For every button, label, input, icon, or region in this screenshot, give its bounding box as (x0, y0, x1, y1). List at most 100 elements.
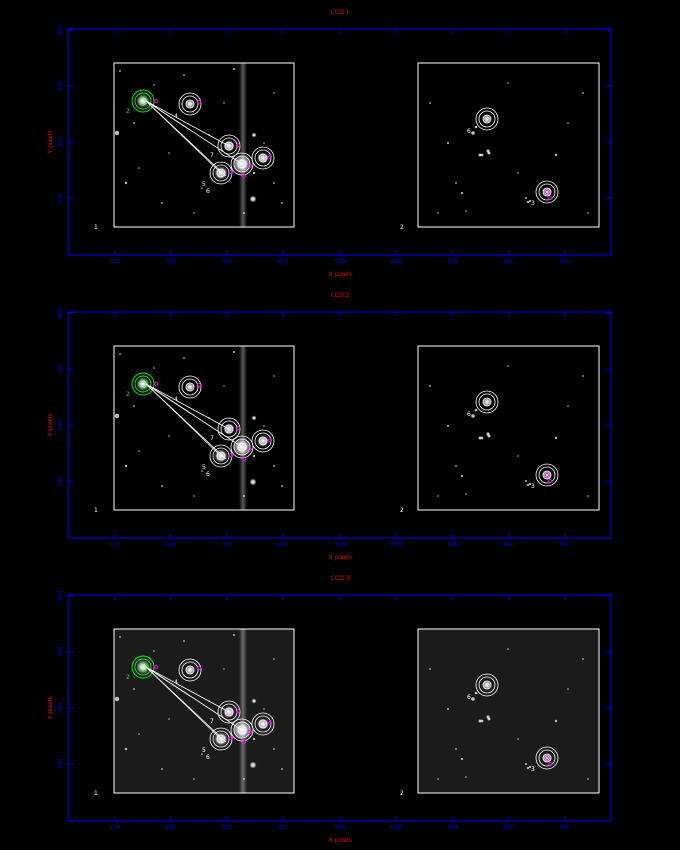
x-tick-label: 500 (335, 825, 346, 831)
window-image (418, 629, 599, 793)
comparison-aperture[interactable] (542, 753, 552, 763)
comparison-aperture[interactable] (258, 719, 268, 729)
target-aperture[interactable] (134, 375, 152, 393)
comparison-aperture[interactable] (475, 673, 499, 697)
marker-icon (153, 664, 159, 670)
comparison-aperture[interactable] (217, 417, 241, 441)
faint-star (447, 708, 449, 710)
comparison-aperture[interactable] (181, 661, 199, 679)
marker-icon (544, 472, 550, 478)
comparison-aperture[interactable] (475, 107, 499, 131)
faint-star (138, 450, 140, 452)
faint-star (429, 385, 431, 387)
comparison-aperture[interactable] (542, 187, 552, 197)
comparison-aperture[interactable] (212, 164, 230, 182)
target-aperture[interactable] (138, 96, 148, 106)
comparison-aperture[interactable] (185, 99, 195, 109)
comparison-aperture[interactable] (258, 153, 268, 163)
faint-star (252, 454, 256, 458)
faint-star (114, 413, 120, 419)
star-label: 6 (206, 471, 210, 478)
window-1: 2 4 7 56 1 (94, 62, 295, 231)
comparison-aperture[interactable] (538, 749, 556, 767)
comparison-aperture[interactable] (185, 382, 195, 392)
star-label: 4 (174, 396, 178, 403)
comparison-aperture[interactable] (181, 378, 199, 396)
faint-star (124, 747, 128, 751)
comparison-aperture[interactable] (535, 746, 559, 770)
star-label: 5 (202, 747, 206, 754)
y-tick-label: 100 (58, 758, 64, 769)
comparison-aperture[interactable] (181, 95, 199, 113)
window-frame (113, 62, 295, 228)
comparison-aperture[interactable] (251, 146, 275, 170)
target-aperture[interactable] (134, 92, 152, 110)
column-streak (239, 629, 247, 793)
star (185, 665, 195, 675)
faint-star (161, 202, 163, 204)
faint-star (243, 778, 245, 780)
faint-star (554, 436, 558, 440)
comparison-aperture[interactable] (482, 680, 492, 690)
target-aperture[interactable] (134, 658, 152, 676)
aperture-link (145, 666, 227, 743)
comparison-aperture[interactable] (542, 470, 552, 480)
target-aperture[interactable] (138, 379, 148, 389)
comparison-aperture[interactable] (237, 159, 247, 169)
panel-title: CCD 3 (331, 575, 350, 582)
comparison-aperture[interactable] (535, 180, 559, 204)
faint-star (528, 199, 532, 203)
comparison-aperture[interactable] (237, 725, 247, 735)
star (251, 132, 257, 138)
comparison-aperture[interactable] (224, 707, 234, 717)
faint-star (281, 485, 283, 487)
faint-star (474, 408, 478, 412)
comparison-aperture[interactable] (538, 466, 556, 484)
comparison-aperture[interactable] (475, 390, 499, 414)
faint-star (263, 708, 265, 710)
faint-star (528, 765, 532, 769)
comparison-aperture[interactable] (178, 92, 202, 116)
comparison-aperture[interactable] (535, 463, 559, 487)
faint-star (233, 351, 235, 353)
faint-star (273, 658, 275, 660)
y-tick-label: 300 (58, 80, 64, 91)
comparison-aperture[interactable] (178, 658, 202, 682)
comparison-aperture[interactable] (212, 447, 230, 465)
comparison-aperture[interactable] (217, 134, 241, 158)
y-tick-label: 400 (58, 24, 64, 35)
comparison-aperture[interactable] (185, 665, 195, 675)
comparison-aperture[interactable] (482, 114, 492, 124)
comparison-aperture[interactable] (251, 429, 275, 453)
comparison-aperture[interactable] (216, 451, 226, 461)
window-frame (113, 345, 295, 511)
faint-star (525, 197, 527, 199)
comparison-aperture[interactable] (538, 183, 556, 201)
star (487, 434, 491, 438)
comparison-aperture[interactable] (230, 718, 254, 742)
marker-icon (153, 98, 159, 104)
comparison-aperture[interactable] (478, 676, 496, 694)
comparison-aperture[interactable] (217, 700, 241, 724)
comparison-aperture[interactable] (178, 375, 202, 399)
comparison-aperture[interactable] (478, 393, 496, 411)
comparison-aperture[interactable] (216, 734, 226, 744)
comparison-aperture[interactable] (216, 168, 226, 178)
comparison-aperture[interactable] (224, 424, 234, 434)
faint-star (252, 171, 256, 175)
comparison-aperture[interactable] (258, 436, 268, 446)
comparison-aperture[interactable] (482, 397, 492, 407)
comparison-aperture[interactable] (237, 442, 247, 452)
comparison-aperture[interactable] (478, 110, 496, 128)
comparison-aperture[interactable] (224, 141, 234, 151)
faint-star (273, 465, 275, 467)
star-label: 6 (206, 188, 210, 195)
comparison-aperture[interactable] (212, 730, 230, 748)
comparison-aperture[interactable] (230, 435, 254, 459)
comparison-aperture[interactable] (251, 712, 275, 736)
marker-icon (547, 195, 553, 201)
target-aperture[interactable] (138, 662, 148, 672)
comparison-aperture[interactable] (230, 152, 254, 176)
faint-star (460, 757, 464, 761)
faint-star (587, 778, 589, 780)
